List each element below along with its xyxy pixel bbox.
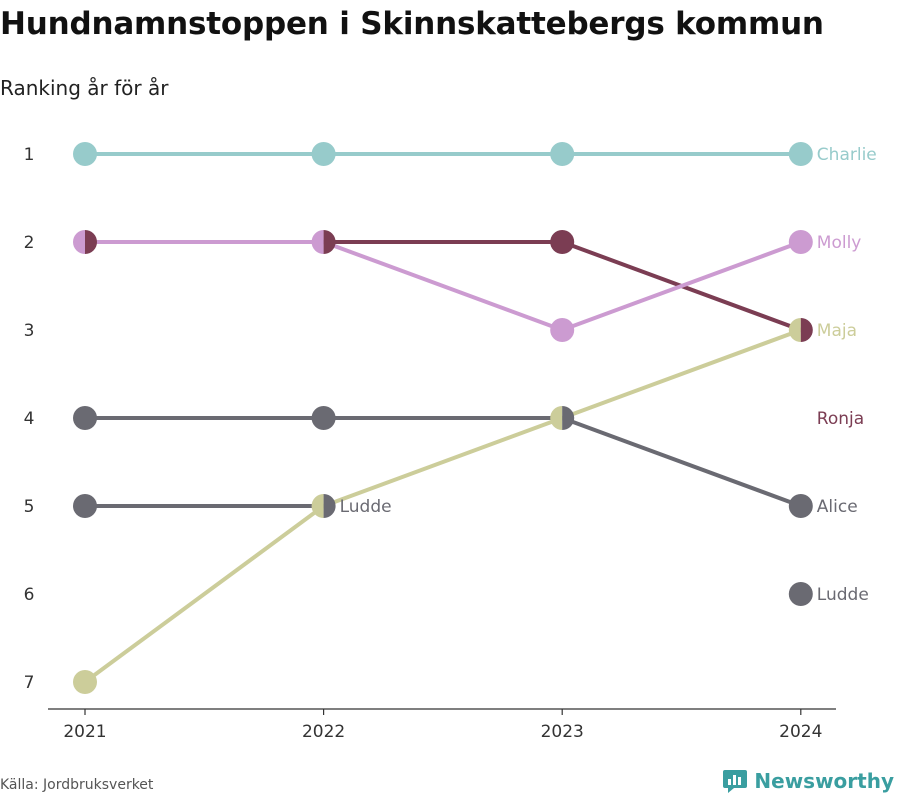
chart-title: Hundnamnstoppen i Skinnskattebergs kommu… — [0, 6, 824, 42]
y-tick-label: 3 — [24, 321, 35, 341]
data-point-molly — [311, 230, 324, 254]
data-point-ludde — [323, 494, 336, 518]
series-label-ronja: Ronja — [817, 409, 864, 429]
data-point-molly — [550, 318, 575, 342]
data-point-charlie — [788, 142, 813, 166]
x-tick-label: 2024 — [779, 722, 822, 742]
series-label-molly: Molly — [817, 233, 862, 253]
data-point-alice — [788, 494, 813, 518]
series-line-molly — [83, 240, 803, 332]
x-tick-label: 2022 — [302, 722, 345, 742]
data-point-alice — [73, 406, 97, 430]
data-point-ronja — [85, 230, 97, 254]
series-label-charlie: Charlie — [817, 145, 877, 165]
inline-label-ludde: Ludde — [340, 497, 392, 517]
data-point-charlie — [550, 142, 575, 166]
brand-logo: Newsworthy — [722, 768, 894, 794]
x-tick-label: 2021 — [63, 722, 106, 742]
data-point-ronja — [550, 230, 575, 254]
chart-subtitle: Ranking år för år — [0, 76, 169, 100]
series-line-maja — [83, 328, 803, 684]
data-point-molly — [788, 230, 813, 254]
data-point-maja — [311, 494, 324, 518]
data-point-charlie — [311, 142, 336, 166]
data-point-ronja — [323, 230, 336, 254]
y-tick-label: 4 — [24, 409, 35, 429]
y-tick-label: 6 — [24, 585, 35, 605]
series-label-ludde: Ludde — [817, 585, 869, 605]
series-label-alice: Alice — [817, 497, 858, 517]
y-tick-label: 2 — [24, 233, 35, 253]
data-point-alice — [311, 406, 336, 430]
data-point-maja — [788, 318, 801, 342]
series-line-alice — [83, 416, 803, 508]
newsworthy-logo-icon — [723, 770, 748, 793]
brand-name: Newsworthy — [754, 769, 894, 793]
y-tick-label: 5 — [24, 497, 35, 517]
data-point-ronja — [800, 318, 813, 342]
series-label-maja: Maja — [817, 321, 857, 341]
x-tick-label: 2023 — [541, 722, 584, 742]
source-note: Källa: Jordbruksverket — [0, 777, 154, 793]
data-point-ludde — [73, 494, 97, 518]
data-point-molly — [73, 230, 85, 254]
data-point-alice — [562, 406, 575, 430]
y-tick-label: 1 — [24, 145, 35, 165]
data-point-maja — [550, 406, 563, 430]
y-tick-label: 7 — [24, 673, 35, 693]
data-point-maja — [73, 670, 97, 694]
data-point-ludde — [788, 582, 813, 606]
data-point-charlie — [73, 142, 97, 166]
